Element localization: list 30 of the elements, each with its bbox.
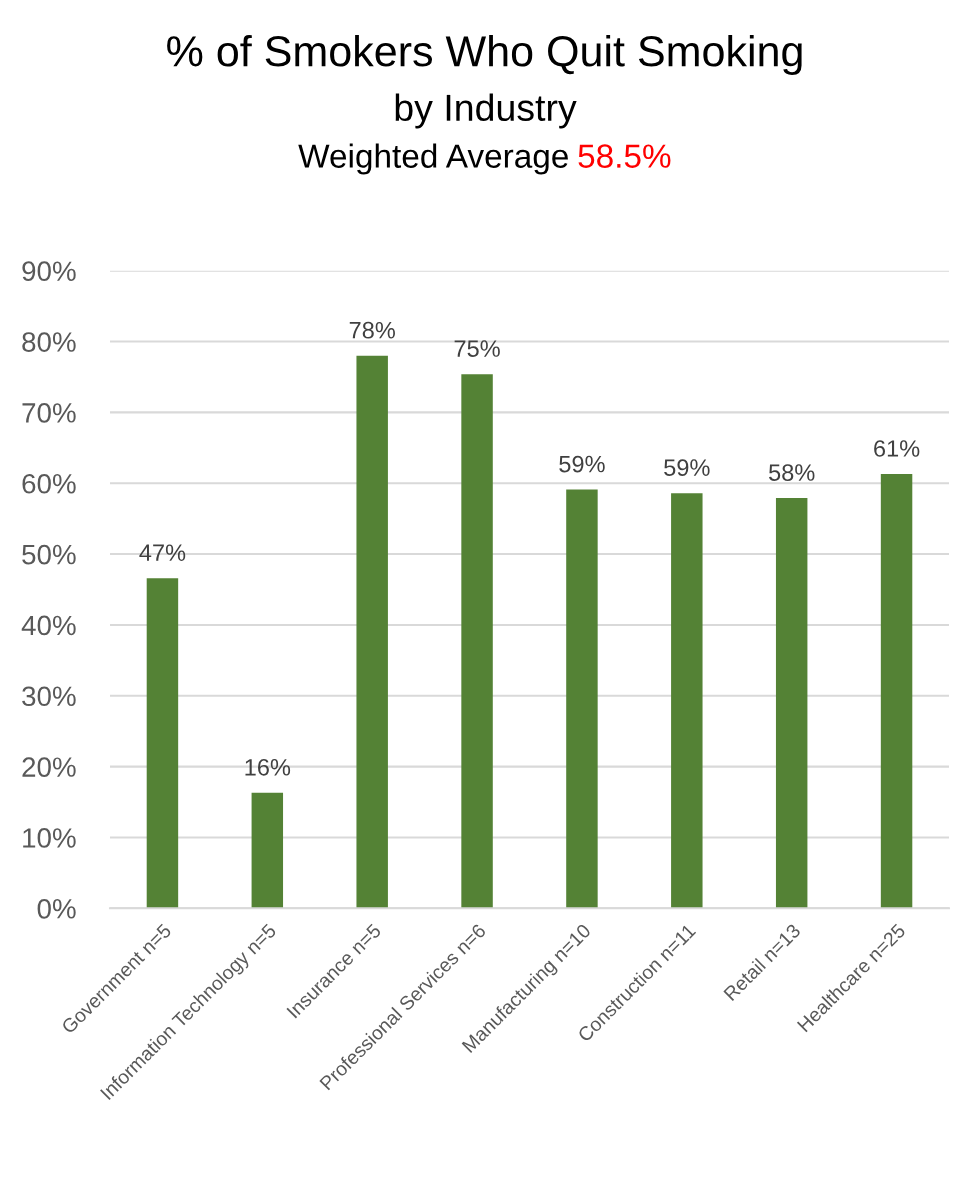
text: Weighted Average bbox=[298, 143, 568, 175]
bar bbox=[251, 792, 284, 909]
bar bbox=[566, 489, 598, 909]
y-tick-label: 60% bbox=[22, 473, 76, 494]
bar bbox=[356, 355, 388, 909]
y-tick-label: 10% bbox=[23, 828, 76, 848]
data-label: 58% bbox=[769, 464, 815, 481]
data-label: 16% bbox=[245, 758, 291, 776]
bar bbox=[146, 578, 179, 909]
y-tick-label: 20% bbox=[22, 757, 76, 777]
y-tick-label: 90% bbox=[22, 261, 76, 282]
data-label: 59% bbox=[559, 455, 605, 473]
bar bbox=[880, 474, 913, 909]
data-label: 61% bbox=[874, 440, 920, 457]
data-label: 75% bbox=[454, 340, 500, 357]
bar bbox=[775, 498, 808, 909]
text: 58.5% bbox=[578, 144, 671, 168]
y-tick-label: 40% bbox=[21, 615, 76, 636]
y-tick-label: 30% bbox=[22, 686, 76, 707]
bar bbox=[671, 493, 703, 909]
data-label: 59% bbox=[664, 459, 710, 476]
y-tick-label: 0% bbox=[37, 898, 76, 919]
y-tick-label: 70% bbox=[22, 403, 76, 423]
y-tick-label: 50% bbox=[22, 544, 76, 565]
chart-subtitle: by Industry bbox=[395, 93, 577, 129]
y-tick-label: 80% bbox=[22, 332, 76, 352]
data-label: 78% bbox=[349, 321, 395, 339]
data-label: 47% bbox=[139, 544, 186, 561]
chart-title: % of Smokers Who Quit Smoking bbox=[167, 34, 802, 76]
bar bbox=[461, 374, 493, 909]
